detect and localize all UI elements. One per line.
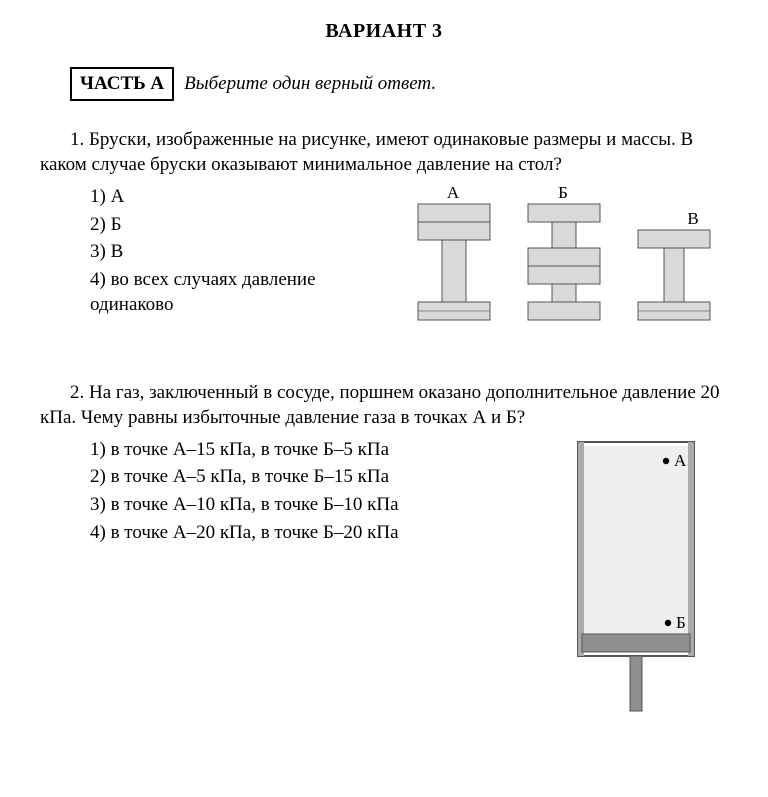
fig2-label-b: Б: [676, 613, 686, 632]
piston-rod-icon: [630, 656, 642, 711]
page-title: ВАРИАНТ 3: [40, 18, 728, 45]
fig2-label-a: А: [674, 451, 687, 470]
part-instruction: Выберите один верный ответ.: [184, 71, 436, 97]
part-label-box: ЧАСТЬ А: [70, 67, 174, 101]
point-b-icon: [665, 620, 671, 626]
q2-option-2: 2) в точке А–5 кПа, в точке Б–15 кПа: [90, 464, 399, 490]
fig1-label-b: Б: [558, 184, 568, 202]
fig1-label-c: В: [687, 209, 698, 228]
wall-right-icon: [688, 442, 694, 656]
question-1-text: 1. Бруски, изображенные на рисунке, имею…: [40, 127, 728, 178]
gas-region-icon: [582, 446, 690, 634]
q2-option-4: 4) в точке А–20 кПа, в точке Б–20 кПа: [90, 520, 399, 546]
question-1: 1. Бруски, изображенные на рисунке, имею…: [40, 127, 728, 352]
dumbbell-a-icon: [418, 204, 490, 320]
q1-option-1: 1) А: [90, 184, 378, 210]
question-2-options: 1) в точке А–15 кПа, в точке Б–5 кПа 2) …: [40, 437, 399, 548]
question-1-figure: А Б В: [398, 184, 728, 352]
fig1-label-a: А: [447, 184, 460, 202]
wall-left-icon: [578, 442, 584, 656]
question-1-options: 1) А 2) Б 3) В 4) во всех случаях давлен…: [40, 184, 378, 320]
question-2: 2. На газ, заключенный в сосуде, поршнем…: [40, 380, 728, 725]
dumbbell-b-icon: [528, 204, 600, 320]
question-2-figure: А Б: [558, 437, 728, 725]
q1-option-3: 3) В: [90, 239, 378, 265]
point-a-icon: [663, 458, 669, 464]
q2-option-3: 3) в точке А–10 кПа, в точке Б–10 кПа: [90, 492, 399, 518]
dumbbell-c-icon: [638, 230, 710, 320]
piston-icon: [582, 634, 690, 652]
q2-option-1: 1) в точке А–15 кПа, в точке Б–5 кПа: [90, 437, 399, 463]
q1-option-2: 2) Б: [90, 212, 378, 238]
q1-option-4: 4) во всех случаях давление одинаково: [90, 267, 378, 318]
part-header: ЧАСТЬ А Выберите один верный ответ.: [70, 67, 728, 101]
question-2-text: 2. На газ, заключенный в сосуде, поршнем…: [40, 380, 728, 431]
